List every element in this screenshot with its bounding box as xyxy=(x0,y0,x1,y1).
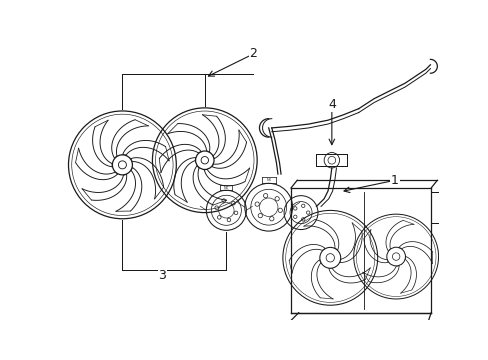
Text: NX: NX xyxy=(265,178,271,183)
Text: 3: 3 xyxy=(158,269,166,282)
Text: 4: 4 xyxy=(327,98,335,111)
Text: 1: 1 xyxy=(390,174,398,187)
Text: 2: 2 xyxy=(249,48,257,60)
Text: NX: NX xyxy=(224,186,228,190)
